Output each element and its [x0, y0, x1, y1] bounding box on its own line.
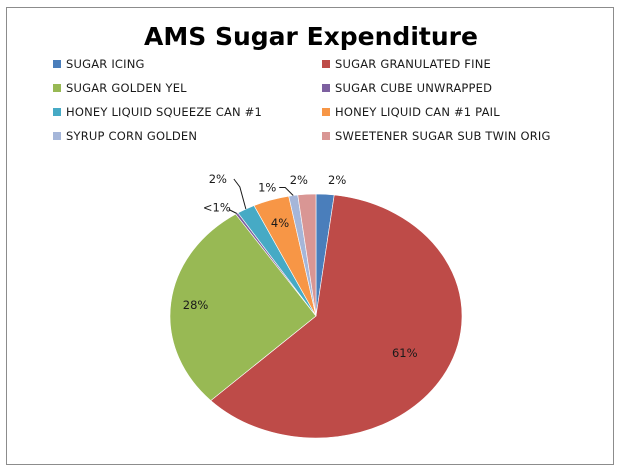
legend-label: HONEY LIQUID CAN #1 PAIL [335, 105, 500, 119]
legend-item: SUGAR CUBE UNWRAPPED [322, 80, 492, 96]
legend-label: SUGAR ICING [66, 57, 145, 71]
legend-label: SYRUP CORN GOLDEN [66, 129, 198, 143]
legend-label: SUGAR GRANULATED FINE [335, 57, 491, 71]
legend-label: SWEETENER SUGAR SUB TWIN ORIG [335, 129, 551, 143]
legend-swatch [53, 84, 61, 92]
legend-item: SWEETENER SUGAR SUB TWIN ORIG [322, 128, 551, 144]
leader-line [228, 209, 238, 214]
legend-item: SUGAR ICING [53, 56, 145, 72]
data-label: 2% [328, 173, 346, 187]
data-label: 61% [392, 346, 418, 360]
leader-line [233, 178, 247, 210]
chart-legend: SUGAR ICING SUGAR GRANULATED FINE SUGAR GO… [0, 0, 622, 200]
legend-label: SUGAR CUBE UNWRAPPED [335, 81, 493, 95]
legend-label: SUGAR GOLDEN YEL [66, 81, 187, 95]
data-label: 2% [209, 172, 227, 186]
legend-item: SUGAR GOLDEN YEL [53, 80, 187, 96]
legend-swatch [322, 132, 330, 140]
legend-swatch [322, 60, 330, 68]
chart-title: AMS Sugar Expenditure [144, 22, 478, 51]
pie-slice [297, 193, 317, 317]
legend-swatch [53, 132, 61, 140]
pie-slice [210, 194, 463, 439]
legend-swatch [53, 108, 61, 116]
legend-item: SYRUP CORN GOLDEN [53, 128, 197, 144]
data-label: 4% [271, 216, 289, 230]
legend-item: HONEY LIQUID CAN #1 PAIL [322, 104, 500, 120]
data-label: 2% [290, 173, 308, 187]
leader-line [279, 186, 294, 196]
legend-item: HONEY LIQUID SQUEEZE CAN #1 [53, 104, 262, 120]
legend-swatch [53, 60, 61, 68]
data-label: 1% [258, 180, 276, 194]
legend-swatch [322, 84, 330, 92]
legend-label: HONEY LIQUID SQUEEZE CAN #1 [66, 105, 263, 119]
data-label: <1% [203, 200, 231, 214]
pie-slice [169, 213, 317, 401]
data-label: 28% [183, 298, 209, 312]
legend-swatch [322, 108, 330, 116]
legend-item: SUGAR GRANULATED FINE [322, 56, 491, 72]
